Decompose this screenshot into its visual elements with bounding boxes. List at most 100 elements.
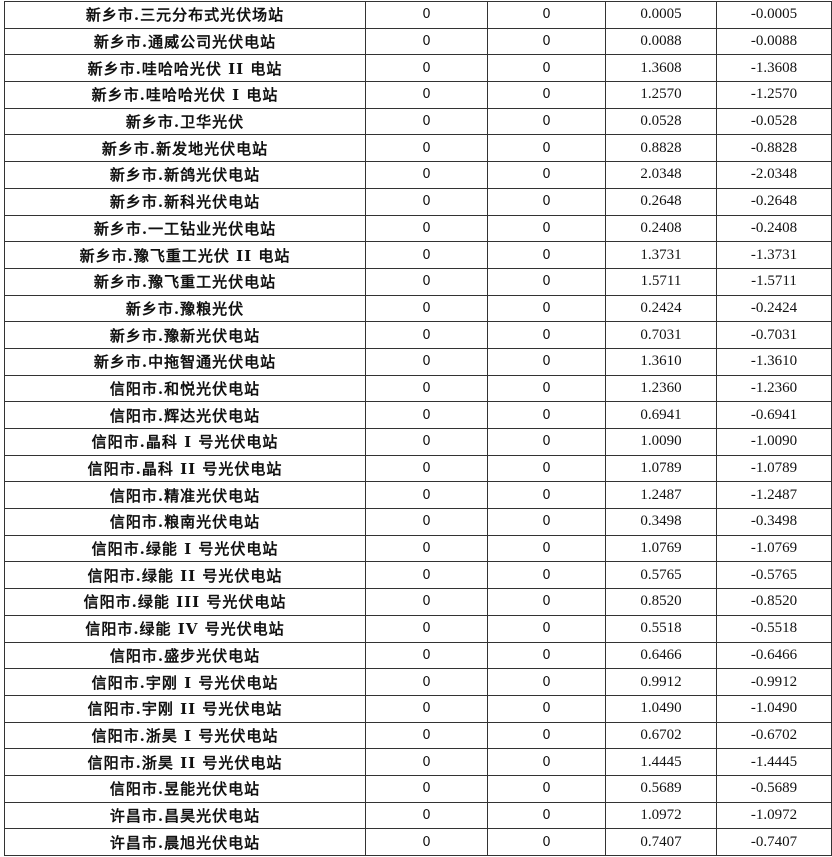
value-cell-1: 0 bbox=[365, 748, 488, 776]
value-cell-3: 0.7031 bbox=[605, 321, 717, 349]
value-cell-1: 0 bbox=[365, 81, 488, 109]
table-row: 信阳市.和悦光伏电站 0 0 1.2360 -1.2360 bbox=[4, 374, 832, 403]
station-name-cell: 信阳市.绿能 III 号光伏电站 bbox=[4, 588, 366, 616]
value-cell-4: -0.7407 bbox=[716, 828, 832, 856]
station-name-cell: 信阳市.盛步光伏电站 bbox=[4, 641, 366, 670]
value-cell-3: 1.3610 bbox=[605, 347, 717, 376]
value-cell-4: -0.0088 bbox=[716, 27, 832, 56]
value-cell-1: 0 bbox=[365, 161, 488, 189]
value-cell-2: 0 bbox=[487, 454, 606, 483]
value-cell-4: -0.5765 bbox=[716, 561, 832, 590]
value-cell-1: 0 bbox=[365, 27, 488, 56]
station-name-cell: 新乡市.豫粮光伏 bbox=[4, 294, 366, 323]
value-cell-4: -0.6941 bbox=[716, 401, 832, 429]
value-cell-2: 0 bbox=[487, 161, 606, 189]
value-cell-2: 0 bbox=[487, 481, 606, 510]
value-cell-3: 0.6941 bbox=[605, 401, 717, 429]
table-row: 信阳市.宇刚 II 号光伏电站 0 0 1.0490 -1.0490 bbox=[4, 694, 832, 723]
value-cell-1: 0 bbox=[365, 508, 488, 536]
value-cell-4: -1.3731 bbox=[716, 241, 832, 269]
value-cell-4: -0.6702 bbox=[716, 721, 832, 750]
value-cell-3: 0.3498 bbox=[605, 508, 717, 536]
value-cell-3: 1.0490 bbox=[605, 694, 717, 723]
table-row: 信阳市.浙昊 I 号光伏电站 0 0 0.6702 -0.6702 bbox=[4, 721, 832, 750]
value-cell-1: 0 bbox=[365, 828, 488, 856]
value-cell-1: 0 bbox=[365, 481, 488, 510]
value-cell-2: 0 bbox=[487, 294, 606, 323]
value-cell-1: 0 bbox=[365, 801, 488, 830]
value-cell-4: -1.4445 bbox=[716, 748, 832, 776]
value-cell-2: 0 bbox=[487, 428, 606, 456]
table-row: 新乡市.豫新光伏电站 0 0 0.7031 -0.7031 bbox=[4, 321, 832, 349]
station-data-table: 新乡市.三元分布式光伏场站 0 0 0.0005 -0.0005 新乡市.通威公司光伏电站… bbox=[4, 1, 832, 856]
value-cell-2: 0 bbox=[487, 801, 606, 830]
station-name-cell: 信阳市.精准光伏电站 bbox=[4, 481, 366, 510]
value-cell-2: 0 bbox=[487, 134, 606, 163]
value-cell-4: -1.2360 bbox=[716, 374, 832, 403]
value-cell-2: 0 bbox=[487, 614, 606, 643]
value-cell-1: 0 bbox=[365, 561, 488, 590]
value-cell-1: 0 bbox=[365, 294, 488, 323]
table-row: 许昌市.晨旭光伏电站 0 0 0.7407 -0.7407 bbox=[4, 828, 832, 856]
value-cell-2: 0 bbox=[487, 774, 606, 803]
table-row: 信阳市.昱能光伏电站 0 0 0.5689 -0.5689 bbox=[4, 774, 832, 803]
value-cell-4: -1.0090 bbox=[716, 428, 832, 456]
value-cell-2: 0 bbox=[487, 534, 606, 563]
value-cell-3: 1.0769 bbox=[605, 534, 717, 563]
station-name-cell: 信阳市.晶科 II 号光伏电站 bbox=[4, 454, 366, 483]
table-row: 新乡市.豫粮光伏 0 0 0.2424 -0.2424 bbox=[4, 294, 832, 323]
value-cell-3: 1.3731 bbox=[605, 241, 717, 269]
value-cell-3: 0.0005 bbox=[605, 1, 717, 29]
station-name-cell: 信阳市.绿能 IV 号光伏电站 bbox=[4, 614, 366, 643]
value-cell-3: 0.6466 bbox=[605, 641, 717, 670]
station-name-cell: 新乡市.新科光伏电站 bbox=[4, 187, 366, 216]
value-cell-1: 0 bbox=[365, 614, 488, 643]
value-cell-3: 0.8520 bbox=[605, 588, 717, 616]
table-row: 许昌市.昌昊光伏电站 0 0 1.0972 -1.0972 bbox=[4, 801, 832, 830]
value-cell-3: 0.5689 bbox=[605, 774, 717, 803]
value-cell-1: 0 bbox=[365, 454, 488, 483]
value-cell-4: -0.0005 bbox=[716, 1, 832, 29]
value-cell-3: 0.7407 bbox=[605, 828, 717, 856]
value-cell-3: 0.8828 bbox=[605, 134, 717, 163]
value-cell-1: 0 bbox=[365, 321, 488, 349]
value-cell-2: 0 bbox=[487, 641, 606, 670]
station-name-cell: 信阳市.粮南光伏电站 bbox=[4, 508, 366, 536]
table-row: 新乡市.豫飞重工光伏 II 电站 0 0 1.3731 -1.3731 bbox=[4, 241, 832, 269]
value-cell-1: 0 bbox=[365, 374, 488, 403]
value-cell-4: -1.2487 bbox=[716, 481, 832, 510]
value-cell-4: -0.8828 bbox=[716, 134, 832, 163]
station-name-cell: 新乡市.豫新光伏电站 bbox=[4, 321, 366, 349]
table-row: 信阳市.绿能 III 号光伏电站 0 0 0.8520 -0.8520 bbox=[4, 588, 832, 616]
value-cell-1: 0 bbox=[365, 187, 488, 216]
station-name-cell: 信阳市.浙昊 II 号光伏电站 bbox=[4, 748, 366, 776]
station-name-cell: 许昌市.晨旭光伏电站 bbox=[4, 828, 366, 856]
value-cell-2: 0 bbox=[487, 187, 606, 216]
value-cell-4: -0.2648 bbox=[716, 187, 832, 216]
station-name-cell: 新乡市.通威公司光伏电站 bbox=[4, 27, 366, 56]
value-cell-2: 0 bbox=[487, 347, 606, 376]
value-cell-3: 0.0528 bbox=[605, 107, 717, 136]
station-name-cell: 信阳市.宇刚 I 号光伏电站 bbox=[4, 668, 366, 696]
value-cell-3: 2.0348 bbox=[605, 161, 717, 189]
table-row: 信阳市.精准光伏电站 0 0 1.2487 -1.2487 bbox=[4, 481, 832, 510]
value-cell-4: -0.0528 bbox=[716, 107, 832, 136]
value-cell-1: 0 bbox=[365, 401, 488, 429]
value-cell-3: 0.9912 bbox=[605, 668, 717, 696]
value-cell-1: 0 bbox=[365, 694, 488, 723]
value-cell-2: 0 bbox=[487, 321, 606, 349]
value-cell-3: 0.5765 bbox=[605, 561, 717, 590]
value-cell-2: 0 bbox=[487, 561, 606, 590]
value-cell-2: 0 bbox=[487, 267, 606, 296]
value-cell-3: 0.2648 bbox=[605, 187, 717, 216]
station-name-cell: 信阳市.浙昊 I 号光伏电站 bbox=[4, 721, 366, 750]
value-cell-3: 1.2360 bbox=[605, 374, 717, 403]
value-cell-4: -0.9912 bbox=[716, 668, 832, 696]
value-cell-3: 0.6702 bbox=[605, 721, 717, 750]
station-name-cell: 信阳市.绿能 I 号光伏电站 bbox=[4, 534, 366, 563]
station-name-cell: 新乡市.豫飞重工光伏 II 电站 bbox=[4, 241, 366, 269]
value-cell-4: -1.3608 bbox=[716, 54, 832, 83]
table-body: 新乡市.三元分布式光伏场站 0 0 0.0005 -0.0005 新乡市.通威公司光伏电站… bbox=[4, 1, 832, 856]
table-row: 信阳市.浙昊 II 号光伏电站 0 0 1.4445 -1.4445 bbox=[4, 748, 832, 776]
value-cell-3: 0.2408 bbox=[605, 214, 717, 243]
